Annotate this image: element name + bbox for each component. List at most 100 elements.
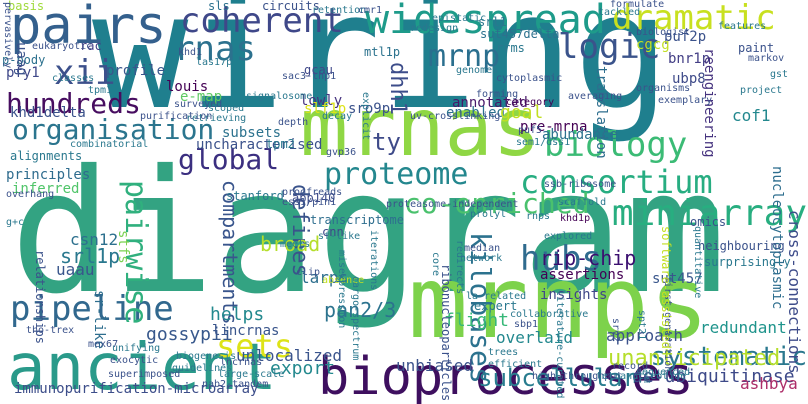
cloud-word: la-related: [466, 291, 527, 302]
cloud-word: co-enriched: [404, 187, 590, 220]
cloud-word: hundreds: [6, 87, 141, 120]
cloud-word: surveyed: [174, 99, 223, 110]
cloud-word: gst: [770, 69, 789, 80]
cloud-word: khd1p: [560, 213, 591, 224]
cloud-word: gcau: [304, 63, 333, 77]
cloud-word: cross-connections: [785, 210, 804, 374]
cloud-word: proofreads: [282, 187, 343, 198]
cloud-word: redesign: [410, 23, 459, 34]
cloud-word: neighbouring: [698, 239, 785, 253]
cloud-word: large-scale: [218, 369, 285, 380]
cloud-word: misexpression: [336, 250, 347, 329]
cloud-word: dramatic: [612, 0, 776, 38]
cloud-word: stfs: [115, 230, 131, 264]
cloud-word: louis: [166, 79, 209, 95]
cloud-word: systematic: [650, 342, 807, 372]
cloud-word: biology: [544, 125, 688, 165]
cloud-word: expert: [474, 299, 518, 313]
cloud-word: de-ubiquitinase: [632, 366, 795, 387]
cloud-word: ssb-ribosome: [544, 179, 617, 190]
cloud-word: p-body: [2, 53, 46, 67]
cloud-word: high-throughput: [532, 371, 623, 382]
cloud-word: annotated: [452, 95, 528, 111]
cloud-word: redundant: [700, 318, 787, 337]
cloud-word: sets: [216, 327, 294, 365]
cloud-word: rac: [80, 39, 102, 53]
cloud-word: puf2p: [664, 29, 707, 45]
cloud-word: pre-mrna: [520, 119, 588, 135]
cloud-word: signalosome: [246, 91, 313, 102]
cloud-word: sbp1: [514, 319, 539, 330]
cloud-word: principles: [6, 167, 91, 183]
cloud-word: unifying: [112, 343, 161, 354]
cloud-word: iterations: [368, 230, 379, 291]
cloud-word: unlocalized: [236, 346, 342, 365]
cloud-word: abundance: [542, 127, 618, 143]
cloud-word: overhang: [6, 189, 55, 200]
cloud-word: features: [718, 21, 767, 32]
cloud-word: mtl1p: [364, 45, 401, 59]
cloud-word: formulate: [610, 0, 665, 10]
cloud-word: sequenced: [636, 367, 691, 378]
cloud-word: epistatic: [432, 13, 487, 24]
cloud-word: sut457delta: [480, 27, 560, 41]
cloud-word: depth: [278, 117, 309, 128]
cloud-word: mrnas: [300, 81, 541, 174]
cloud-word: overlaid: [496, 328, 574, 347]
cloud-word: omics: [690, 215, 727, 229]
cloud-word: sem1/dss1: [516, 137, 571, 148]
cloud-word: abp140: [292, 191, 336, 205]
cloud-word: mrnps: [408, 244, 710, 361]
cloud-word: wiring: [92, 0, 670, 145]
cloud-word: prolyl: [470, 209, 507, 220]
cloud-word: quantitative: [692, 226, 703, 299]
cloud-word: uv-crosslinking: [410, 111, 501, 122]
cloud-word: global: [178, 143, 280, 176]
cloud-word: lowly: [300, 93, 343, 109]
cloud-word: tho-trex: [26, 325, 75, 336]
cloud-word: ubp8: [672, 71, 706, 87]
cloud-word: scaffold: [558, 197, 607, 208]
cloud-word: csn12: [70, 230, 119, 249]
cloud-word: exemplary: [658, 95, 713, 106]
cloud-word: translation: [593, 66, 609, 159]
cloud-word: project: [740, 85, 783, 96]
cloud-word: e-map: [180, 89, 223, 105]
cloud-word: approach: [606, 326, 684, 345]
cloud-word: core: [430, 252, 441, 277]
cloud-word: bioprocesses: [318, 347, 694, 404]
cloud-word: literature-curated: [554, 290, 565, 399]
cloud-word: biologist: [636, 27, 691, 38]
cloud-word: sac3-thp1: [282, 71, 337, 82]
cloud-word: lncrnas: [220, 357, 263, 368]
cloud-word: software-assisted: [659, 226, 673, 349]
cloud-word: g+c: [6, 217, 25, 228]
cloud-word: clip: [296, 267, 321, 278]
cloud-word: ashbya: [740, 374, 798, 393]
cloud-word: basis: [8, 0, 45, 13]
cloud-word: goal: [500, 102, 544, 123]
cloud-word: assertions: [540, 267, 625, 283]
cloud-word: slf1p: [304, 101, 347, 117]
cloud-word: meets: [280, 239, 311, 250]
cloud-word: puf5: [518, 125, 543, 136]
cloud-word: eukaryotic: [32, 41, 93, 52]
cloud-word: pervasively: [2, 2, 13, 69]
cloud-word: pan2/3: [324, 298, 397, 322]
cloud-word: explored: [544, 231, 593, 242]
cloud-word: circuits: [262, 0, 320, 13]
cloud-word: gossypii: [146, 324, 233, 345]
cloud-word: network: [460, 253, 503, 264]
cloud-word: cof1: [732, 106, 771, 125]
cloud-word: ty: [372, 128, 401, 156]
cloud-word: immunopurification-microarray: [14, 381, 259, 397]
cloud-word: bnr1p: [668, 51, 711, 67]
cloud-word: organisation: [12, 113, 215, 146]
cloud-word: ancient: [7, 331, 277, 404]
cloud-word: scoped: [208, 103, 245, 114]
cloud-word: enabled: [446, 105, 506, 121]
cloud-word: subsets: [222, 125, 282, 141]
cloud-word: pairs: [10, 0, 167, 56]
cloud-word: pfy1: [6, 65, 40, 81]
cloud-word: mrnp: [428, 39, 501, 74]
